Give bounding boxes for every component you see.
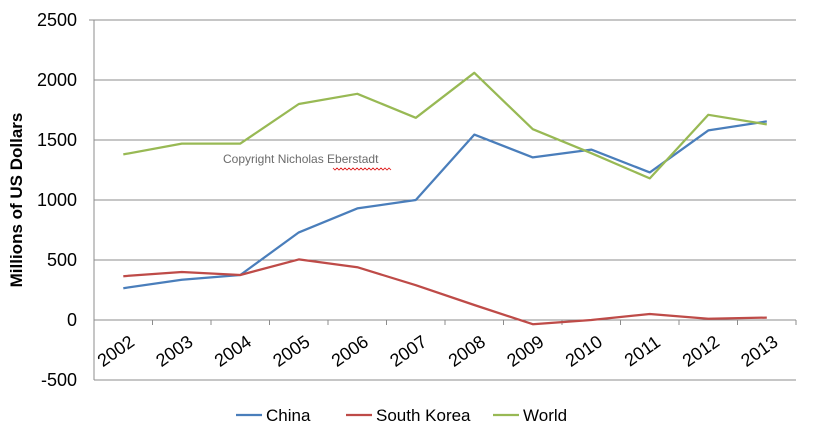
y-tick-label: 1500: [37, 130, 77, 150]
legend-label-china: China: [266, 406, 311, 425]
x-tick-label: 2005: [269, 331, 313, 370]
series-lines: [123, 71, 767, 326]
series-line-south-korea: [123, 258, 767, 326]
x-tick-label: 2010: [562, 331, 606, 370]
x-tick-label: 2002: [94, 331, 138, 370]
y-tick-labels: -500 0 500 1000 1500 2000 2500: [37, 10, 77, 390]
x-tick-label: 2008: [445, 331, 489, 370]
x-tick-label: 2006: [328, 331, 372, 370]
series-line-china: [123, 120, 767, 290]
y-tick-label: 2500: [37, 10, 77, 30]
x-tick-label: 2003: [152, 331, 196, 370]
series-line-world: [123, 71, 767, 180]
gridlines: [94, 19, 796, 261]
x-tick-label: 2004: [211, 331, 255, 370]
x-tick-label: 2013: [737, 331, 781, 370]
y-tick-label: 1000: [37, 190, 77, 210]
y-tick-label: 2000: [37, 70, 77, 90]
x-tick-label: 2011: [621, 332, 664, 371]
y-tick-label: 500: [47, 250, 77, 270]
legend-label-world: World: [523, 406, 567, 425]
x-tick-label: 2007: [386, 331, 430, 370]
spellcheck-underline: [332, 167, 392, 171]
axes: [89, 19, 797, 381]
legend: China South Korea World: [236, 406, 567, 425]
x-tick-label: 2009: [503, 331, 547, 370]
x-tick-labels: 2002 2003 2004 2005 2006 2007 2008 2009 2010 2011…: [94, 331, 782, 370]
legend-label-south-korea: South Korea: [376, 406, 471, 425]
y-tick-label: 0: [67, 310, 77, 330]
x-tick-label: 2012: [679, 331, 723, 370]
y-tick-label: -500: [41, 370, 77, 390]
copyright-annotation: Copyright Nicholas Eberstadt: [223, 152, 379, 166]
y-axis-label: Millions of US Dollars: [7, 113, 26, 288]
